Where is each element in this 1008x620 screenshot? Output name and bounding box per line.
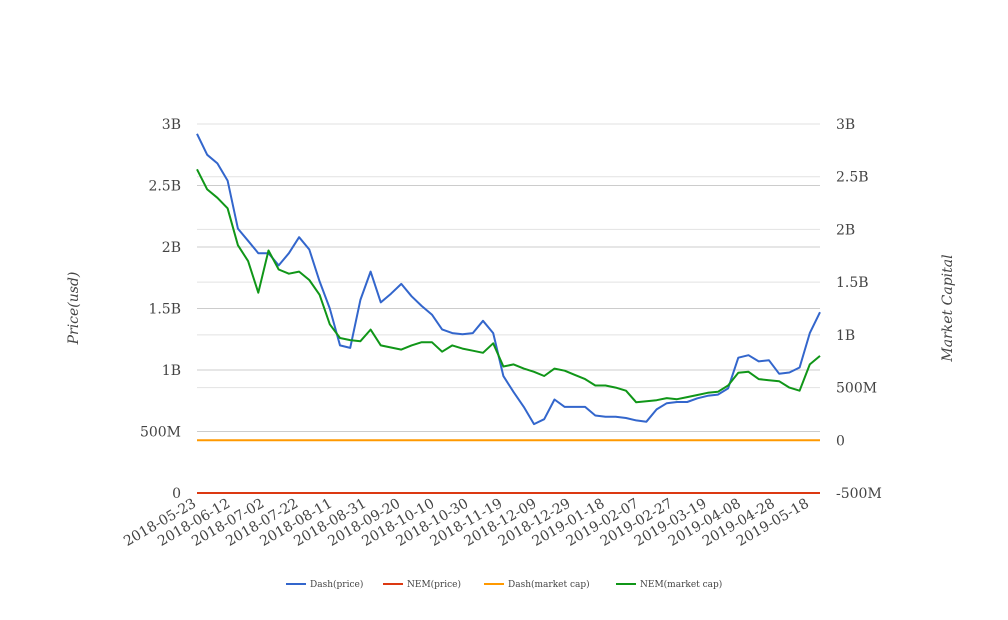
- legend: Dash(price) NEM(price) Dash(market cap) NEM…: [286, 579, 722, 590]
- right-tick-label: 500M: [836, 381, 877, 397]
- right-y-axis-ticks: -500M 0 500M 1B 1.5B 2B 2.5B 3B: [836, 117, 882, 502]
- legend-label: Dash(price): [310, 579, 363, 590]
- left-tick-label: 0: [172, 486, 181, 502]
- right-axis-label: Market Capital: [940, 254, 956, 362]
- right-tick-label: 2B: [836, 222, 855, 238]
- left-tick-label: 1B: [162, 363, 181, 379]
- left-tick-label: 2.5B: [148, 179, 181, 195]
- legend-label: NEM(market cap): [640, 579, 722, 590]
- right-tick-label: 1B: [836, 328, 855, 344]
- legend-label: Dash(market cap): [508, 579, 590, 590]
- left-y-axis-ticks: 0 500M 1B 1.5B 2B 2.5B 3B: [140, 117, 181, 502]
- right-tick-label: 1.5B: [836, 275, 869, 291]
- left-tick-label: 1.5B: [148, 302, 181, 318]
- left-tick-label: 500M: [140, 425, 181, 441]
- left-axis-label: Price(usd): [66, 272, 82, 346]
- right-tick-label: 0: [836, 433, 845, 449]
- right-tick-label: -500M: [836, 486, 882, 502]
- legend-label: NEM(price): [407, 579, 461, 590]
- left-tick-label: 3B: [162, 117, 181, 133]
- gridlines: [197, 123, 820, 494]
- series-lines: [196, 133, 821, 494]
- right-tick-label: 2.5B: [836, 170, 869, 186]
- series-line-nem-market-cap: [196, 168, 821, 404]
- series-line-dash-price: [196, 133, 821, 426]
- right-tick-label: 3B: [836, 117, 855, 133]
- x-axis-ticks: 2018-05-232018-06-122018-07-022018-07-22…: [121, 496, 812, 550]
- left-tick-label: 2B: [162, 240, 181, 256]
